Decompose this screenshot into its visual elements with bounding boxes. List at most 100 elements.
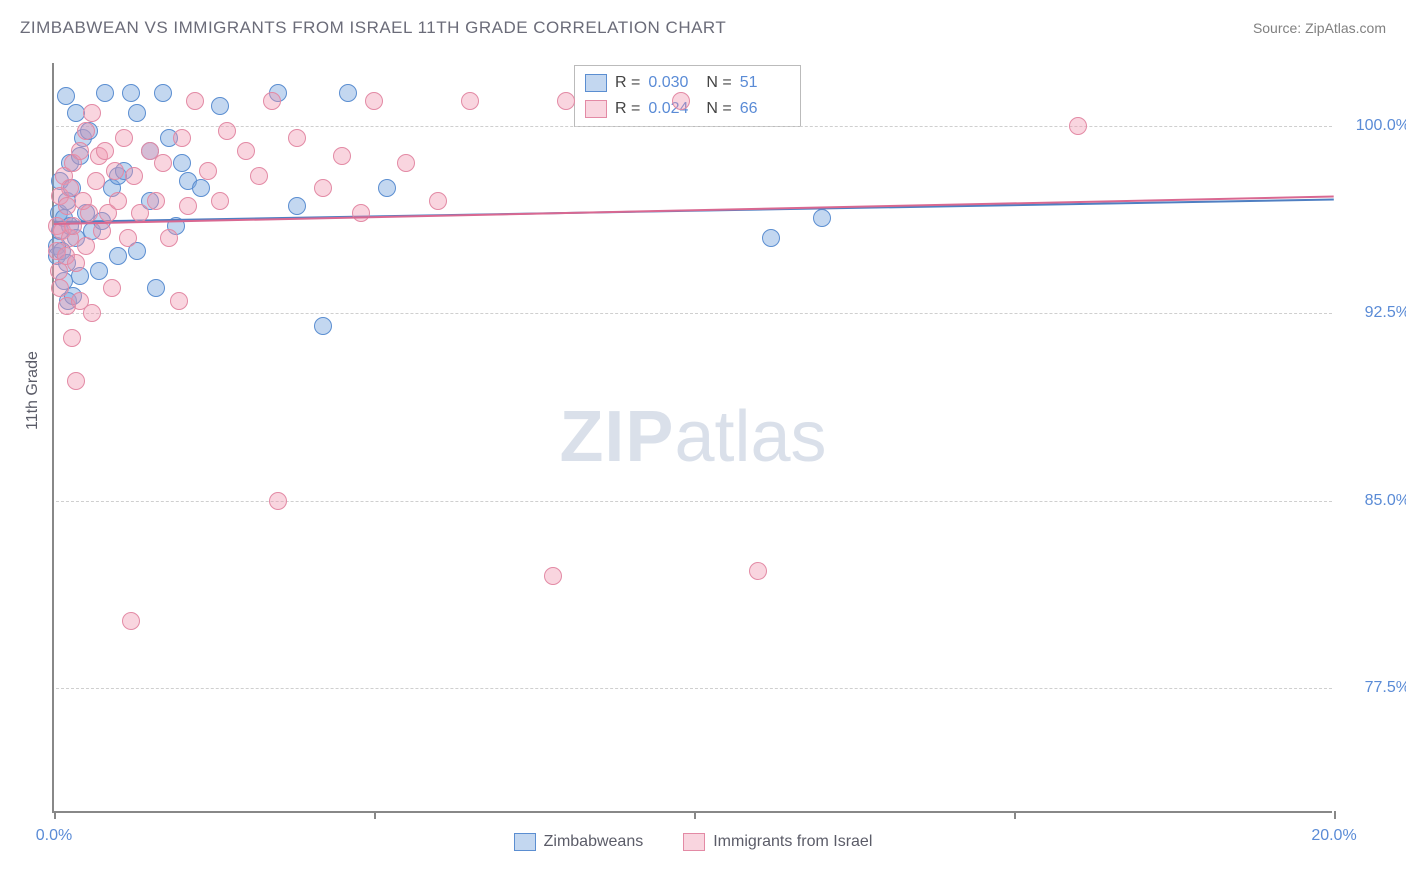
data-point (333, 147, 351, 165)
data-point (429, 192, 447, 210)
gridline-h (56, 126, 1332, 127)
swatch-series2 (585, 100, 607, 118)
data-point (109, 192, 127, 210)
y-axis-title: 11th Grade (24, 351, 42, 430)
data-point (378, 179, 396, 197)
n-value-series1: 51 (740, 74, 790, 92)
data-point (80, 204, 98, 222)
x-tick (1334, 811, 1336, 819)
data-point (173, 129, 191, 147)
data-point (119, 229, 137, 247)
data-point (186, 92, 204, 110)
legend-item-series1: Zimbabweans (514, 833, 644, 851)
data-point (122, 612, 140, 630)
x-tick (1014, 811, 1016, 819)
data-point (339, 84, 357, 102)
scatter-plot-area: ZIPatlas R = 0.030 N = 51 R = 0.024 N = … (52, 63, 1332, 813)
data-point (397, 154, 415, 172)
data-point (250, 167, 268, 185)
x-tick-label: 0.0% (36, 827, 72, 845)
r-value-series1: 0.030 (648, 74, 698, 92)
data-point (87, 172, 105, 190)
data-point (57, 87, 75, 105)
data-point (71, 142, 89, 160)
gridline-h (56, 313, 1332, 314)
data-point (263, 92, 281, 110)
legend-item-series2: Immigrants from Israel (683, 833, 872, 851)
data-point (160, 229, 178, 247)
data-point (131, 204, 149, 222)
data-point (83, 304, 101, 322)
gridline-h (56, 688, 1332, 689)
data-point (67, 254, 85, 272)
stats-row-series1: R = 0.030 N = 51 (585, 70, 790, 96)
r-label: R = (615, 74, 640, 92)
data-point (288, 129, 306, 147)
data-point (314, 317, 332, 335)
data-point (64, 217, 82, 235)
data-point (211, 192, 229, 210)
data-point (63, 329, 81, 347)
x-tick-label: 20.0% (1311, 827, 1356, 845)
n-label: N = (706, 100, 731, 118)
data-point (93, 222, 111, 240)
data-point (813, 209, 831, 227)
data-point (109, 247, 127, 265)
data-point (96, 142, 114, 160)
data-point (77, 122, 95, 140)
data-point (672, 92, 690, 110)
legend-swatch-series2 (683, 833, 705, 851)
data-point (67, 372, 85, 390)
r-label: R = (615, 100, 640, 118)
data-point (1069, 117, 1087, 135)
y-tick-label: 77.5% (1340, 679, 1406, 697)
data-point (147, 279, 165, 297)
data-point (51, 279, 69, 297)
data-point (96, 84, 114, 102)
gridline-h (56, 501, 1332, 502)
data-point (179, 197, 197, 215)
watermark-light: atlas (674, 397, 826, 477)
data-point (192, 179, 210, 197)
legend-swatch-series1 (514, 833, 536, 851)
x-tick (374, 811, 376, 819)
data-point (103, 279, 121, 297)
data-point (762, 229, 780, 247)
data-point (352, 204, 370, 222)
data-point (288, 197, 306, 215)
data-point (128, 104, 146, 122)
data-point (365, 92, 383, 110)
n-value-series2: 66 (740, 100, 790, 118)
chart-title: ZIMBABWEAN VS IMMIGRANTS FROM ISRAEL 11T… (20, 18, 726, 38)
data-point (218, 122, 236, 140)
y-tick-label: 92.5% (1340, 304, 1406, 322)
data-point (314, 179, 332, 197)
data-point (154, 154, 172, 172)
data-point (122, 84, 140, 102)
y-tick-label: 100.0% (1340, 117, 1406, 135)
data-point (749, 562, 767, 580)
x-tick (54, 811, 56, 819)
data-point (173, 154, 191, 172)
data-point (125, 167, 143, 185)
data-point (461, 92, 479, 110)
swatch-series1 (585, 74, 607, 92)
data-point (237, 142, 255, 160)
legend-label-series1: Zimbabweans (544, 833, 644, 851)
y-tick-label: 85.0% (1340, 492, 1406, 510)
data-point (115, 129, 133, 147)
data-point (544, 567, 562, 585)
source-attribution: Source: ZipAtlas.com (1253, 20, 1386, 36)
data-point (269, 492, 287, 510)
data-point (147, 192, 165, 210)
data-point (199, 162, 217, 180)
data-point (170, 292, 188, 310)
watermark-bold: ZIP (559, 397, 674, 477)
x-tick (694, 811, 696, 819)
data-point (90, 262, 108, 280)
legend-label-series2: Immigrants from Israel (713, 833, 872, 851)
legend-bottom: Zimbabweans Immigrants from Israel (54, 833, 1332, 851)
watermark: ZIPatlas (559, 396, 826, 478)
data-point (211, 97, 229, 115)
data-point (557, 92, 575, 110)
